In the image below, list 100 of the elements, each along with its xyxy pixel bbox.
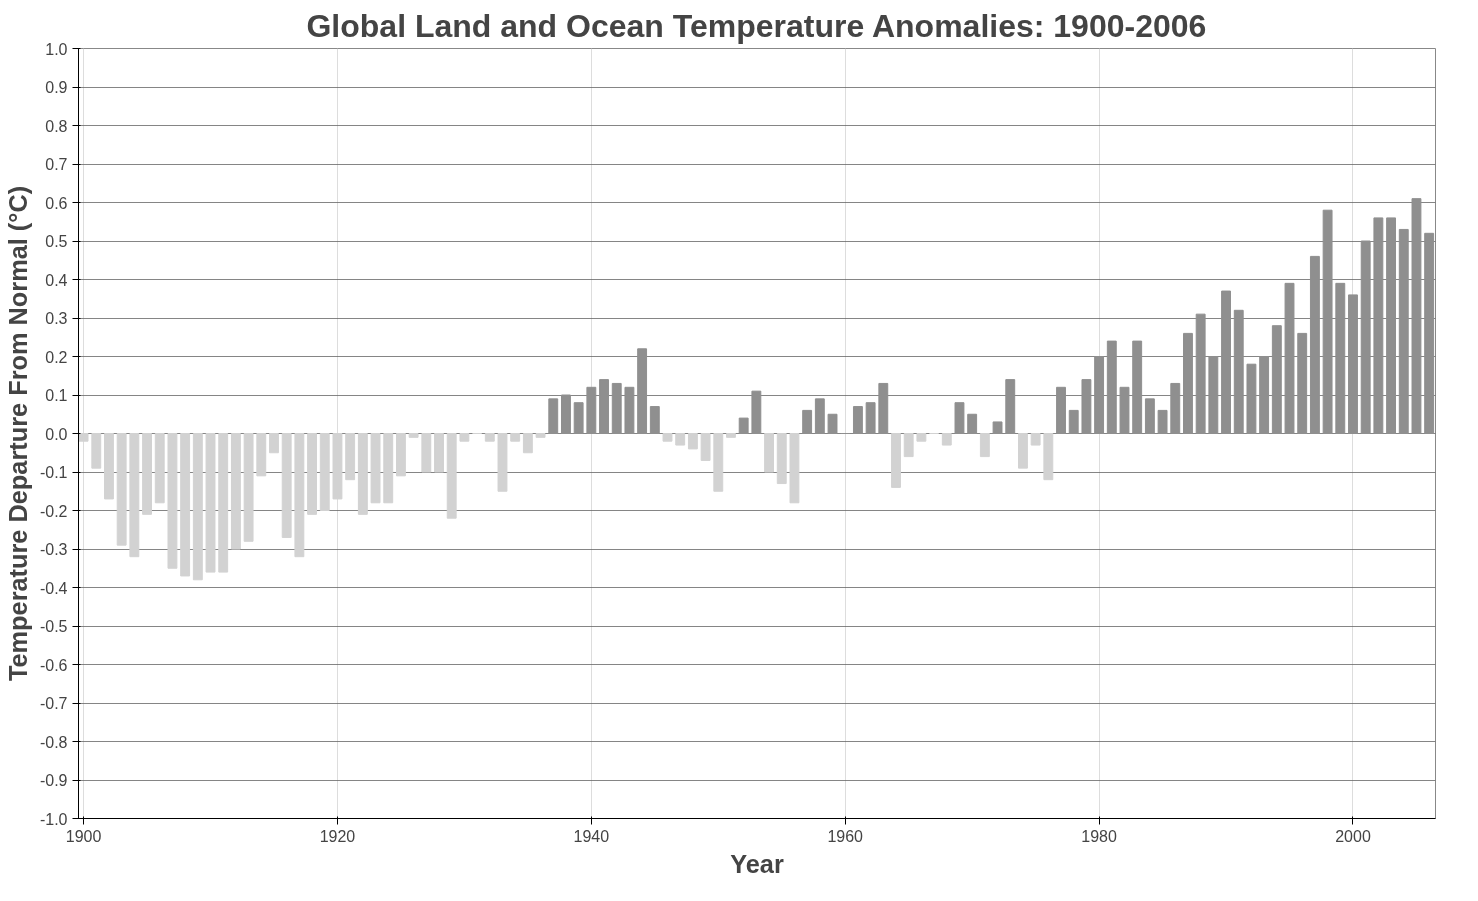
chart-title: Global Land and Ocean Temperature Anomalies: 1900-2006 (306, 7, 1207, 44)
bar (1284, 282, 1295, 434)
y-tick-label: -1.0 (39, 810, 68, 828)
bar (1360, 240, 1371, 434)
bar (764, 433, 774, 473)
y-tick-label: -0.1 (39, 464, 68, 481)
x-tick-label: 2000 (1335, 827, 1371, 845)
bar (345, 433, 356, 481)
bar (383, 433, 394, 504)
bar (1170, 382, 1181, 434)
y-tick-label: -0.9 (39, 772, 68, 789)
bar (827, 413, 838, 434)
bar (675, 433, 686, 446)
bar (180, 433, 191, 577)
bar (1183, 332, 1193, 434)
y-axis-title: Temperature Departure From Normal (°C) (3, 185, 32, 682)
bar (535, 433, 546, 438)
y-tick-label: 0.6 (45, 194, 68, 212)
bar (510, 433, 521, 442)
x-tick-label: 1900 (65, 827, 102, 845)
bar (637, 348, 648, 434)
bar (1005, 379, 1016, 434)
bar (192, 433, 203, 581)
y-tick-label: 0.8 (45, 117, 68, 135)
bar (941, 433, 952, 446)
bar (979, 433, 990, 458)
x-tick-label: 1980 (1081, 827, 1117, 845)
bar (319, 433, 330, 511)
bar (903, 433, 914, 458)
bar (751, 390, 762, 434)
bar (1297, 332, 1308, 434)
bar (129, 433, 140, 558)
bar (611, 382, 622, 434)
bar (891, 433, 901, 488)
bar (1309, 255, 1320, 434)
bar (1233, 309, 1244, 434)
bar (142, 433, 152, 515)
bar (154, 433, 165, 504)
y-tick-label: -0.8 (39, 733, 68, 751)
y-tick-label: -0.6 (39, 656, 68, 674)
bar (446, 433, 457, 519)
bar (1322, 209, 1333, 434)
y-tick-label: 0.4 (45, 271, 68, 289)
bar (1157, 409, 1168, 434)
bar (649, 406, 660, 434)
bar (586, 386, 597, 434)
bar (687, 433, 698, 450)
x-tick-label: 1920 (319, 827, 356, 845)
y-tick-label: 0.0 (45, 425, 68, 443)
bar (1043, 433, 1054, 481)
bar (497, 433, 508, 492)
bar (700, 433, 711, 461)
y-tick-label: -0.4 (39, 579, 68, 597)
y-tick-label: 0.2 (45, 348, 68, 366)
bar (548, 398, 559, 434)
x-tick-label: 1960 (827, 827, 864, 845)
bar (852, 406, 863, 434)
bar (1386, 217, 1397, 434)
bar (1221, 290, 1231, 434)
y-tick-label: 0.1 (45, 387, 68, 404)
y-tick-label: -0.7 (39, 695, 68, 712)
bar (1259, 356, 1270, 434)
bar (1271, 325, 1282, 434)
bar (713, 433, 724, 492)
y-tick-label: 1.0 (45, 40, 68, 58)
bar (954, 402, 965, 434)
bar (167, 433, 178, 569)
bar (91, 433, 102, 469)
bar (662, 433, 673, 442)
bar (1081, 379, 1092, 434)
bar (573, 402, 584, 434)
bar (1030, 433, 1041, 446)
y-tick-label: -0.5 (39, 618, 68, 635)
bar (1119, 386, 1130, 434)
bar (992, 421, 1003, 434)
bar (1094, 356, 1105, 434)
bar (1018, 433, 1028, 469)
bar (459, 433, 470, 442)
bar (738, 417, 749, 434)
bar (1246, 363, 1257, 434)
bar (599, 379, 609, 434)
bar (967, 413, 978, 434)
y-tick-label: 0.5 (45, 233, 68, 250)
bar (1398, 228, 1409, 434)
bar (218, 433, 229, 573)
bar (484, 433, 495, 442)
bar (1335, 282, 1346, 434)
bar (1144, 398, 1155, 434)
bar (1373, 217, 1384, 434)
bar (624, 386, 635, 434)
bar (726, 433, 736, 438)
y-tick-label: -0.3 (39, 541, 68, 558)
y-tick-label: 0.7 (45, 156, 68, 173)
bar (916, 433, 927, 442)
bar (332, 433, 343, 500)
bar (357, 433, 368, 515)
bar (561, 394, 571, 434)
bar (789, 433, 800, 504)
bar (1411, 198, 1422, 434)
y-tick-label: 0.3 (45, 310, 68, 327)
